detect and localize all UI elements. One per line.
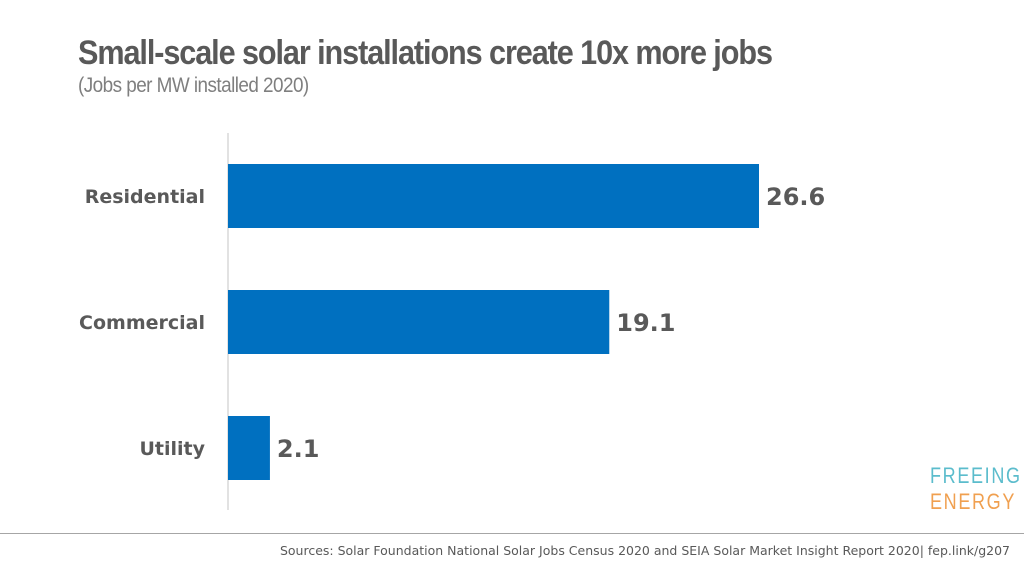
- chart-subtitle: (Jobs per MW installed 2020): [78, 74, 309, 97]
- category-label-utility: Utility: [139, 438, 205, 460]
- bar-utility: [228, 416, 270, 480]
- value-label-commercial: 19.1: [616, 309, 675, 337]
- source-note: Sources: Solar Foundation National Solar…: [279, 543, 1010, 558]
- footer-divider: [0, 533, 1024, 534]
- value-label-residential: 26.6: [766, 183, 825, 211]
- freeing-energy-logo: FREEING ENERGY: [930, 463, 1022, 515]
- category-label-residential: Residential: [85, 186, 205, 208]
- logo-line-2: ENERGY: [930, 489, 1017, 514]
- bar-residential: [228, 164, 759, 228]
- value-label-utility: 2.1: [277, 435, 320, 463]
- chart-title: Small-scale solar installations create 1…: [78, 34, 773, 72]
- category-label-commercial: Commercial: [79, 312, 205, 334]
- bar-commercial: [228, 290, 610, 354]
- logo-line-1: FREEING: [930, 463, 1022, 488]
